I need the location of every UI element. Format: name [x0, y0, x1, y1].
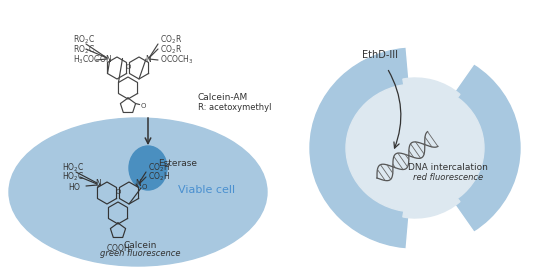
Text: Calcein: Calcein	[123, 240, 156, 250]
Text: DNA intercalation: DNA intercalation	[408, 163, 488, 173]
Text: Viable cell: Viable cell	[178, 185, 236, 195]
Text: $\mathsf{RO_2C}$: $\mathsf{RO_2C}$	[73, 34, 95, 46]
Text: $\mathsf{CO_2R}$: $\mathsf{CO_2R}$	[160, 44, 182, 56]
Text: $\mathsf{COOH}$: $\mathsf{COOH}$	[106, 242, 130, 253]
Wedge shape	[405, 148, 478, 258]
Ellipse shape	[346, 84, 484, 212]
Text: Esterase: Esterase	[158, 159, 197, 167]
Text: O: O	[141, 102, 146, 108]
Text: $\mathsf{H_3COCO}$: $\mathsf{H_3COCO}$	[73, 54, 107, 66]
Text: N: N	[135, 179, 141, 189]
Wedge shape	[403, 148, 460, 218]
Text: Calcein-AM: Calcein-AM	[198, 93, 248, 102]
Text: O: O	[115, 189, 121, 195]
Ellipse shape	[310, 48, 520, 248]
Text: $\mathsf{CO_2H}$: $\mathsf{CO_2H}$	[148, 171, 170, 183]
Text: N: N	[145, 54, 151, 63]
Text: $\mathsf{RO_2C}$: $\mathsf{RO_2C}$	[73, 44, 95, 56]
Ellipse shape	[9, 118, 267, 266]
Text: R: acetoxymethyl: R: acetoxymethyl	[198, 102, 271, 111]
Text: $\mathsf{CO_2R}$: $\mathsf{CO_2R}$	[160, 34, 182, 46]
Text: $\mathsf{CO_2H}$: $\mathsf{CO_2H}$	[148, 162, 170, 174]
Wedge shape	[405, 38, 478, 148]
Ellipse shape	[129, 146, 167, 190]
Text: O: O	[125, 64, 131, 70]
Wedge shape	[403, 78, 460, 148]
Text: N: N	[95, 179, 101, 189]
Text: $\mathsf{HO_2C}$: $\mathsf{HO_2C}$	[62, 162, 84, 174]
Text: O: O	[142, 184, 147, 190]
Text: EthD-III: EthD-III	[362, 50, 398, 60]
Text: green fluorescence: green fluorescence	[100, 249, 181, 257]
Text: $\mathsf{OCOCH_3}$: $\mathsf{OCOCH_3}$	[160, 54, 194, 66]
Text: $\mathsf{HO_2C}$: $\mathsf{HO_2C}$	[62, 171, 84, 183]
Text: red fluorescence: red fluorescence	[413, 173, 483, 182]
Text: $\mathsf{HO}$: $\mathsf{HO}$	[68, 182, 82, 192]
Text: N: N	[105, 54, 111, 63]
